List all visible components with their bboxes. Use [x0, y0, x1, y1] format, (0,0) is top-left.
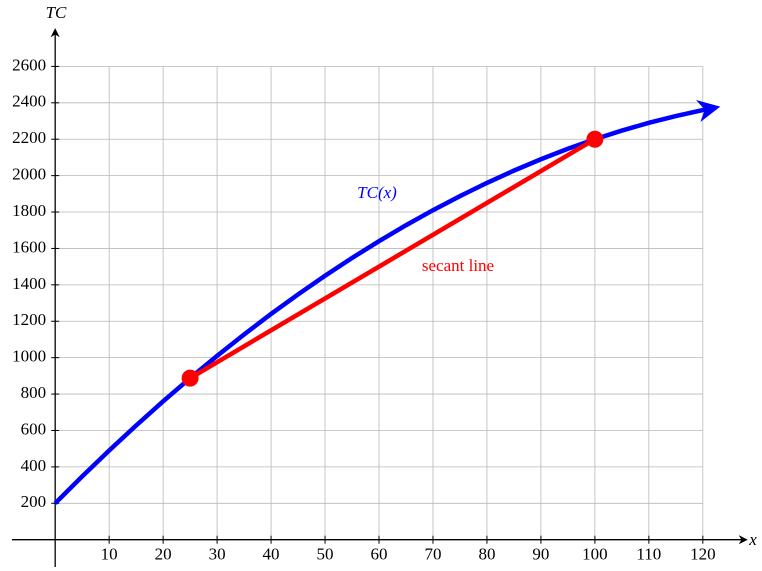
- y-tick-label: 1800: [12, 201, 46, 220]
- secant-label: secant line: [422, 256, 494, 275]
- x-tick-label: 40: [263, 545, 280, 564]
- x-tick-label: 70: [424, 545, 441, 564]
- series-line: [188, 137, 597, 381]
- curve-label: TC(x): [357, 183, 397, 202]
- y-tick-label: 200: [21, 492, 47, 511]
- y-tick-label: 2200: [12, 128, 46, 147]
- x-tick-label: 110: [636, 545, 661, 564]
- y-tick-label: 800: [21, 383, 47, 402]
- x-tick-label: 60: [371, 545, 388, 564]
- series-line: [53, 99, 721, 505]
- y-tick-label: 1400: [12, 274, 46, 293]
- y-tick-label: 400: [21, 456, 47, 475]
- x-tick-label: 120: [690, 545, 716, 564]
- y-axis-label: TC: [46, 3, 67, 22]
- point: [586, 130, 604, 148]
- y-tick-label: 2600: [12, 55, 46, 74]
- y-tick-label: 2400: [12, 92, 46, 111]
- point: [181, 369, 199, 387]
- y-tick-label: 2000: [12, 165, 46, 184]
- x-tick-label: 90: [532, 545, 549, 564]
- x-tick-label: 50: [317, 545, 334, 564]
- y-tick-label: 600: [21, 419, 47, 438]
- y-tick-label: 1200: [12, 310, 46, 329]
- x-tick-label: 20: [155, 545, 172, 564]
- x-axis-label: x: [748, 530, 757, 549]
- x-tick-label: 80: [478, 545, 495, 564]
- x-tick-label: 10: [101, 545, 118, 564]
- x-tick-label: 100: [582, 545, 608, 564]
- y-tick-label: 1600: [12, 237, 46, 256]
- y-tick-label: 1000: [12, 347, 46, 366]
- x-tick-label: 30: [209, 545, 226, 564]
